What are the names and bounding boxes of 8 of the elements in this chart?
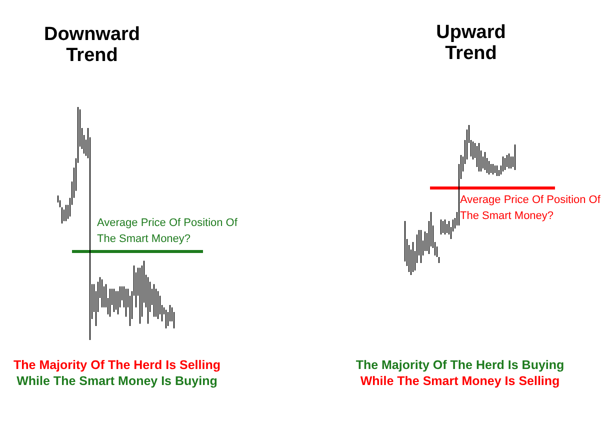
- ref-line-label: Average Price Of Position Of The Smart Money?: [97, 215, 247, 248]
- chart-title: Downward Trend: [42, 24, 142, 66]
- chart-title: Upward Trend: [435, 22, 507, 64]
- text: The Majority Of The Herd Is Selling: [12, 358, 222, 373]
- text: While The Smart Money Is Selling: [359, 374, 561, 389]
- text: While The Smart Money Is Buying: [16, 374, 218, 389]
- text: The Majority Of The Herd Is Buying: [354, 358, 566, 373]
- ref-line-label: Average Price Of Position Of The Smart Money?: [460, 192, 609, 224]
